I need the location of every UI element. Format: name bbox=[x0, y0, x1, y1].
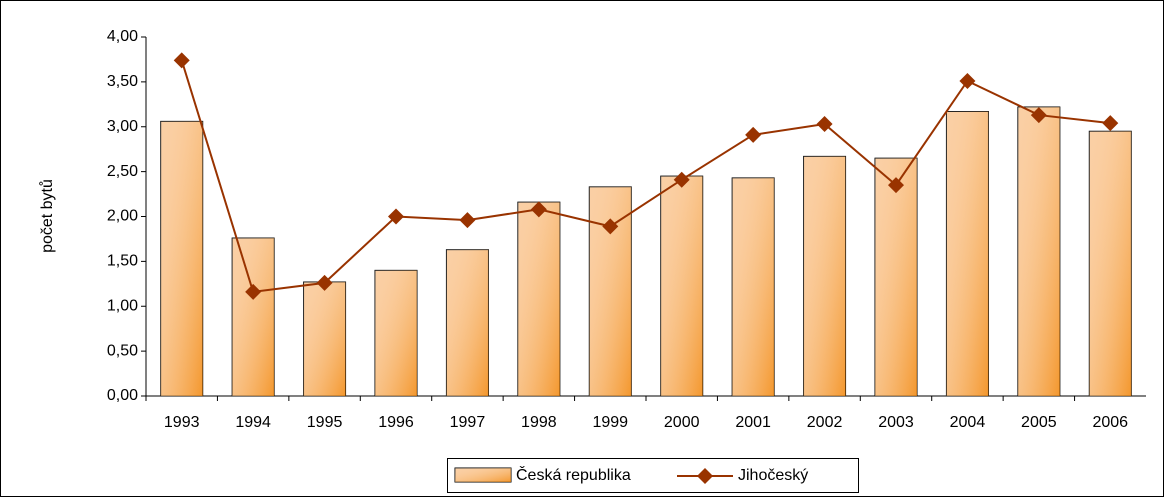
bar-shade bbox=[875, 158, 917, 396]
line-marker bbox=[173, 52, 190, 69]
bar-shade bbox=[1017, 107, 1060, 396]
bar-shade bbox=[660, 176, 703, 396]
y-tick-label: 3,50 bbox=[107, 73, 138, 90]
x-tick-label: 1994 bbox=[235, 414, 271, 431]
bar-shade bbox=[589, 186, 632, 396]
y-tick-label: 2,00 bbox=[107, 208, 138, 225]
line-marker bbox=[245, 283, 262, 300]
y-tick-label: 4,00 bbox=[107, 28, 138, 45]
line-marker bbox=[959, 72, 976, 89]
line-marker bbox=[888, 177, 904, 194]
line-marker bbox=[816, 116, 833, 133]
line-marker bbox=[1102, 115, 1119, 132]
line-marker bbox=[602, 218, 619, 235]
legend-marker bbox=[697, 468, 713, 484]
x-tick-label: 2005 bbox=[1021, 414, 1057, 431]
line-marker bbox=[530, 201, 547, 218]
x-tick-label: 2004 bbox=[950, 414, 986, 431]
line-marker bbox=[388, 208, 404, 225]
bar-shade bbox=[803, 156, 846, 396]
y-tick-label: 3,00 bbox=[107, 118, 138, 135]
legend-box bbox=[447, 458, 859, 493]
line bbox=[180, 60, 1111, 293]
y-tick-label: 1,50 bbox=[107, 253, 138, 270]
legend-swatch-shade bbox=[455, 468, 511, 482]
bar-shade bbox=[232, 238, 275, 396]
y-axis-label: počet bytů bbox=[38, 179, 56, 253]
bar-shade bbox=[160, 121, 203, 397]
line-marker bbox=[459, 212, 476, 229]
line-marker bbox=[745, 126, 762, 143]
x-tick-label: 2002 bbox=[807, 414, 843, 431]
bar-shade bbox=[446, 249, 489, 396]
line-marker bbox=[673, 171, 690, 188]
x-tick-label: 1996 bbox=[378, 414, 414, 431]
x-tick-label: 1998 bbox=[521, 414, 557, 431]
x-tick-label: 1999 bbox=[592, 414, 628, 431]
x-tick-label: 1997 bbox=[450, 414, 486, 431]
x-tick-label: 2000 bbox=[664, 414, 700, 431]
bar-shade bbox=[1089, 131, 1132, 397]
x-tick-label: 1993 bbox=[164, 414, 200, 431]
legend-label: Česká republika bbox=[516, 465, 631, 484]
y-tick-label: 0,00 bbox=[107, 387, 138, 404]
bar-shade bbox=[375, 270, 417, 396]
y-tick-label: 1,00 bbox=[107, 297, 138, 314]
bar-shade bbox=[517, 202, 560, 396]
x-tick-label: 2001 bbox=[735, 414, 771, 431]
bar-shade bbox=[732, 177, 775, 396]
y-tick-label: 2,50 bbox=[107, 163, 138, 180]
legend-label: Jihočeský bbox=[738, 467, 808, 484]
x-tick-label: 2006 bbox=[1092, 414, 1128, 431]
line-marker bbox=[1030, 107, 1047, 124]
bar-shade bbox=[303, 282, 346, 396]
y-tick-label: 0,50 bbox=[107, 342, 138, 359]
bar-shade bbox=[946, 111, 989, 397]
line-marker bbox=[316, 274, 333, 291]
x-tick-label: 1995 bbox=[307, 414, 343, 431]
x-tick-label: 2003 bbox=[878, 414, 914, 431]
